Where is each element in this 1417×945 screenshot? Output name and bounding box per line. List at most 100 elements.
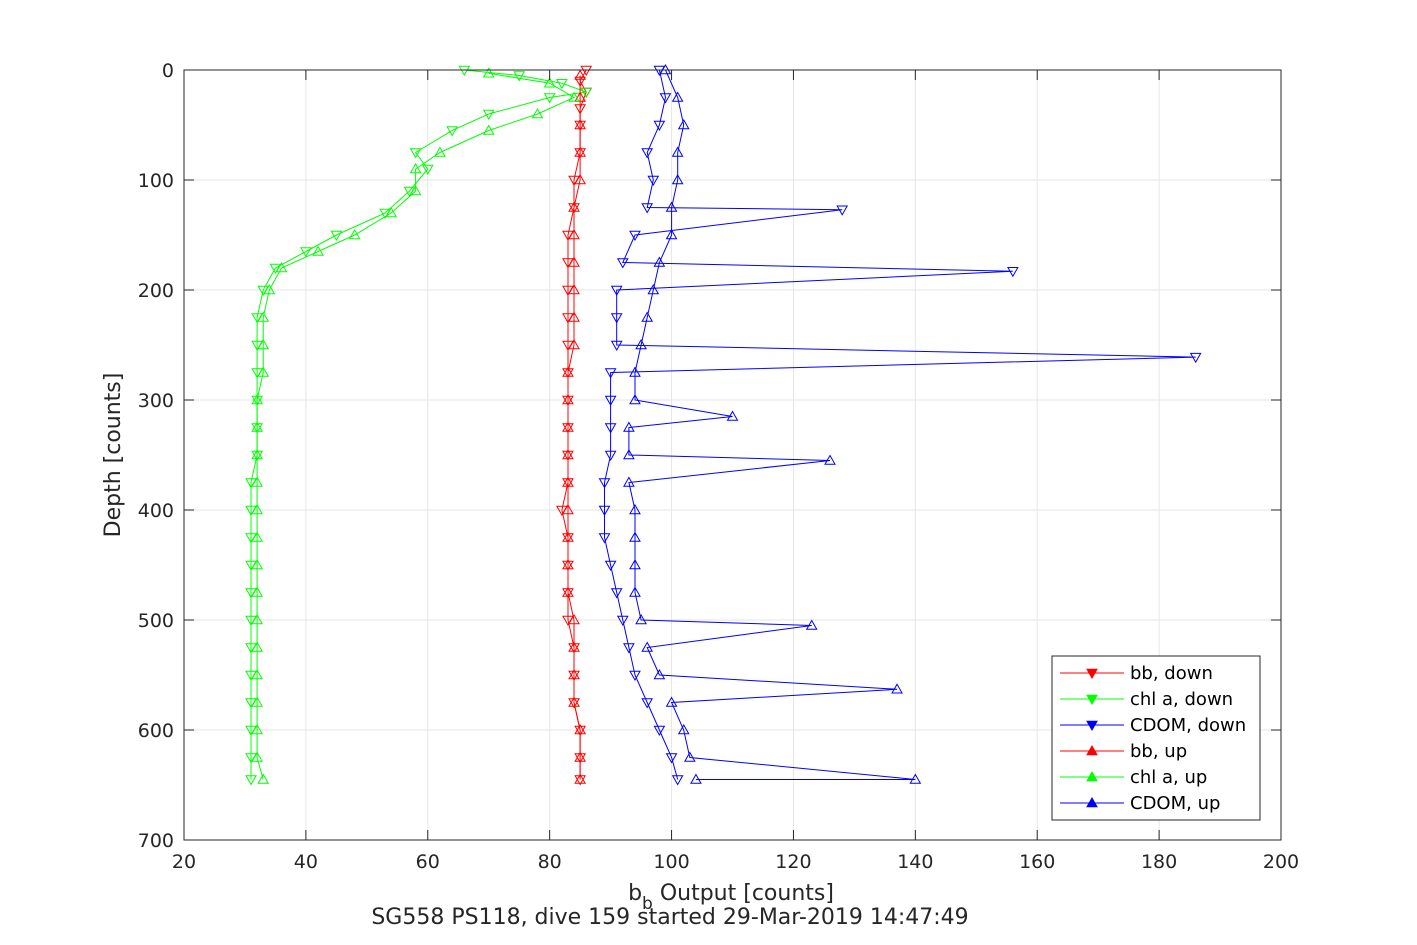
data-point xyxy=(257,773,270,784)
data-point xyxy=(446,126,459,137)
data-point xyxy=(604,368,617,379)
data-point xyxy=(836,205,849,216)
data-point xyxy=(251,448,263,460)
x-tick-label: 200 xyxy=(1263,851,1299,873)
data-point xyxy=(562,368,574,379)
data-point xyxy=(653,256,666,267)
data-point xyxy=(604,423,617,434)
data-point xyxy=(543,93,556,104)
data-point xyxy=(251,613,263,625)
data-point xyxy=(653,725,666,737)
x-tick-label: 160 xyxy=(1019,851,1055,873)
x-tick-label: 80 xyxy=(538,851,562,873)
data-point xyxy=(251,421,263,432)
data-point xyxy=(1006,267,1019,278)
y-tick-label: 400 xyxy=(138,500,174,522)
data-point xyxy=(641,641,654,652)
data-point xyxy=(251,668,263,680)
legend-label: CDOM, up xyxy=(1130,793,1220,814)
y-tick-label: 700 xyxy=(138,830,174,852)
series-line xyxy=(250,69,587,780)
legend-marker xyxy=(1086,796,1098,808)
legend-label: bb, up xyxy=(1130,741,1187,762)
legend-marker xyxy=(1086,720,1098,732)
data-point xyxy=(562,366,574,377)
legend-marker xyxy=(1086,668,1098,680)
y-axis-label: Depth [counts] xyxy=(101,373,126,538)
data-point xyxy=(690,773,702,784)
legend-label: bb, down xyxy=(1130,663,1213,684)
data-point xyxy=(677,723,690,735)
data-point xyxy=(659,63,672,75)
data-point xyxy=(513,71,526,82)
data-point xyxy=(610,285,623,297)
series-1 xyxy=(245,65,593,786)
series-4 xyxy=(251,67,580,784)
chart-title: SG558 PS118, dive 159 started 29-Mar-201… xyxy=(371,905,968,930)
data-point xyxy=(677,118,690,130)
legend-label: chl a, down xyxy=(1130,689,1233,710)
data-point xyxy=(568,201,580,212)
data-point xyxy=(568,256,580,267)
x-tick-label: 140 xyxy=(897,851,933,873)
data-point xyxy=(671,775,684,786)
data-point xyxy=(653,668,666,680)
data-point xyxy=(251,558,263,570)
data-point xyxy=(574,773,587,784)
data-point xyxy=(263,283,276,295)
data-point xyxy=(574,173,587,185)
series-line xyxy=(628,69,916,780)
data-point xyxy=(562,503,574,515)
data-point xyxy=(623,448,635,460)
x-axis-label-rest: Output [counts] xyxy=(653,881,834,906)
ticks: 20 40 60 80 100 120 140 160 180 200 0 100 200 300 400 5… xyxy=(138,60,1299,873)
data-point xyxy=(641,698,654,709)
data-point xyxy=(568,283,580,295)
data-point xyxy=(665,753,678,764)
data-point xyxy=(641,311,654,322)
data-point xyxy=(629,393,641,405)
data-point xyxy=(604,395,617,407)
series-3 xyxy=(562,69,587,784)
data-point xyxy=(300,247,312,258)
data-point xyxy=(598,533,611,544)
data-point xyxy=(568,696,580,707)
data-point xyxy=(568,641,580,652)
x-axis-label: bb Output [counts] xyxy=(628,881,834,914)
y-tick-label: 0 xyxy=(162,60,174,82)
data-point xyxy=(543,77,556,88)
legend-marker xyxy=(1086,770,1098,782)
data-point xyxy=(683,751,696,762)
y-tick-label: 100 xyxy=(138,170,174,192)
series-line xyxy=(256,72,576,780)
data-point xyxy=(568,203,580,214)
data-point xyxy=(555,78,568,90)
data-point xyxy=(623,421,635,432)
data-point xyxy=(257,366,270,377)
data-point xyxy=(629,670,641,682)
data-point xyxy=(598,505,611,517)
series-2 xyxy=(598,65,1202,786)
data-point xyxy=(330,230,343,242)
x-tick-label: 40 xyxy=(294,851,318,873)
data-point xyxy=(641,203,654,214)
data-point xyxy=(257,338,270,350)
data-point xyxy=(629,558,641,570)
data-point xyxy=(251,476,263,487)
x-tick-label: 120 xyxy=(775,851,811,873)
y-tick-label: 600 xyxy=(138,720,174,742)
x-axis-label-subscript: b xyxy=(642,894,653,914)
data-point xyxy=(671,91,684,102)
data-point xyxy=(610,313,623,324)
data-point xyxy=(629,531,641,542)
series-5 xyxy=(623,63,922,784)
y-tick-label: 200 xyxy=(138,280,174,302)
series-layer xyxy=(245,63,1202,786)
data-point xyxy=(574,146,587,157)
data-point xyxy=(580,65,593,77)
data-point xyxy=(1189,352,1202,364)
data-point xyxy=(245,775,257,786)
data-point xyxy=(421,164,434,176)
